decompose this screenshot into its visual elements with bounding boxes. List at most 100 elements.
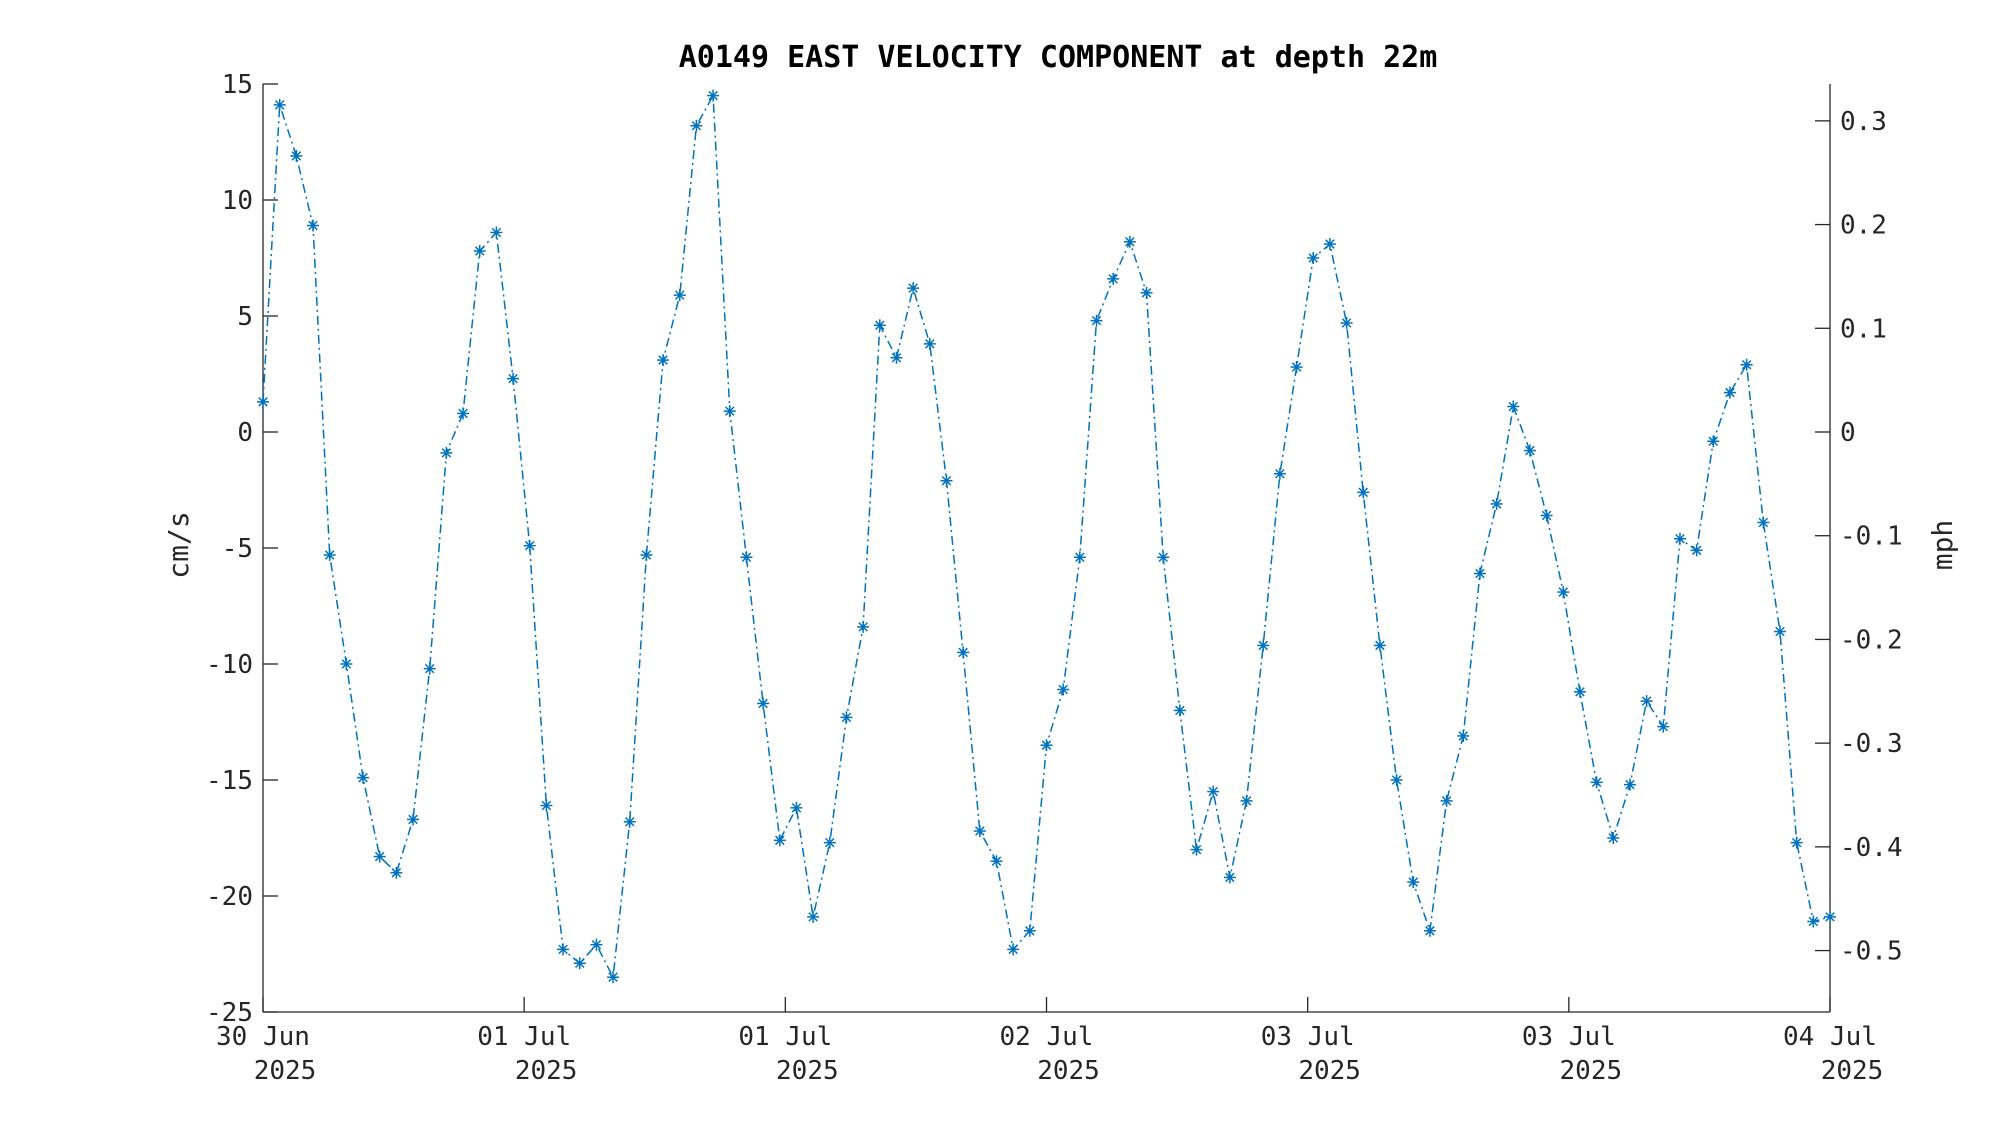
data-point-stroke bbox=[491, 227, 502, 238]
data-point-stroke bbox=[541, 800, 552, 811]
data-point bbox=[473, 245, 486, 258]
data-point bbox=[523, 539, 536, 552]
data-point-stroke bbox=[1391, 775, 1402, 785]
y2-tick-label: -0.4 bbox=[1840, 833, 1903, 863]
data-point-stroke bbox=[658, 355, 668, 365]
data-point-stroke bbox=[308, 220, 318, 231]
data-point-stroke bbox=[1075, 552, 1085, 563]
data-point bbox=[1273, 467, 1286, 480]
data-point bbox=[1140, 286, 1153, 299]
y-tick-label: -10 bbox=[206, 650, 253, 680]
data-point bbox=[873, 319, 886, 332]
data-point-stroke bbox=[324, 550, 335, 560]
data-point bbox=[1207, 785, 1220, 798]
data-point-stroke bbox=[941, 475, 952, 486]
data-point bbox=[1540, 509, 1553, 522]
data-point-stroke bbox=[1125, 236, 1135, 247]
data-point bbox=[357, 771, 370, 784]
data-point-stroke bbox=[1141, 288, 1152, 298]
data-point-stroke bbox=[1741, 359, 1752, 370]
data-point-stroke bbox=[1608, 833, 1619, 843]
data-point bbox=[923, 337, 936, 350]
data-point-stroke bbox=[1375, 640, 1385, 651]
data-point-stroke bbox=[808, 912, 818, 922]
y-tick-label: -15 bbox=[206, 766, 253, 796]
data-point-stroke bbox=[691, 120, 702, 131]
x-tick-label: 04 Jul bbox=[1783, 1022, 1877, 1052]
data-point bbox=[757, 697, 770, 710]
data-point-stroke bbox=[841, 712, 852, 723]
data-point-stroke bbox=[1041, 740, 1052, 750]
data-point bbox=[590, 938, 603, 951]
data-point bbox=[1523, 444, 1536, 457]
data-point-stroke bbox=[825, 837, 835, 848]
data-point-stroke bbox=[1175, 705, 1185, 716]
y-tick-label: 15 bbox=[222, 70, 253, 100]
data-point bbox=[407, 813, 420, 826]
data-point bbox=[1290, 361, 1303, 374]
data-point-stroke bbox=[758, 698, 768, 709]
data-point bbox=[290, 149, 303, 162]
data-point bbox=[973, 825, 986, 838]
data-point-stroke bbox=[858, 622, 868, 632]
data-point-stroke bbox=[1208, 786, 1218, 797]
data-point-stroke bbox=[341, 659, 352, 669]
y2-tick-label: 0.3 bbox=[1840, 107, 1887, 137]
data-point bbox=[340, 658, 353, 670]
data-point bbox=[1057, 683, 1070, 696]
data-point-stroke bbox=[1658, 721, 1669, 732]
data-point bbox=[1440, 794, 1453, 807]
data-point-stroke bbox=[925, 339, 935, 349]
y-axis-ticks: 15 10 5 0 -5 -10 -15 -20 -25 bbox=[206, 70, 278, 1028]
data-point-stroke bbox=[608, 972, 618, 982]
data-point-stroke bbox=[1591, 777, 1602, 788]
y2-axis-label: mph bbox=[1926, 520, 1959, 571]
x-tick-year-label: 2025 bbox=[1298, 1056, 1361, 1086]
data-point-stroke bbox=[591, 939, 602, 950]
data-point-stroke bbox=[1825, 912, 1835, 922]
data-point bbox=[707, 89, 720, 102]
data-point bbox=[857, 620, 870, 633]
data-point-stroke bbox=[1525, 445, 1535, 456]
data-point-stroke bbox=[1541, 510, 1552, 521]
data-point-stroke bbox=[1058, 684, 1068, 695]
data-point bbox=[1707, 435, 1720, 448]
data-point bbox=[1340, 316, 1353, 329]
data-point bbox=[690, 119, 703, 132]
x-tick-year-label: 2025 bbox=[1821, 1056, 1884, 1086]
data-point-stroke bbox=[524, 540, 535, 551]
data-point bbox=[990, 855, 1003, 868]
data-point bbox=[1557, 586, 1570, 599]
data-point bbox=[890, 351, 903, 364]
data-point bbox=[1073, 551, 1086, 564]
data-point-stroke bbox=[958, 647, 968, 658]
data-point bbox=[1257, 639, 1270, 652]
data-point bbox=[740, 551, 753, 564]
data-point bbox=[1590, 776, 1603, 789]
data-point-stroke bbox=[741, 552, 752, 563]
data-point-stroke bbox=[891, 352, 902, 363]
data-point bbox=[540, 799, 553, 812]
data-point-stroke bbox=[1275, 468, 1285, 479]
data-point bbox=[1007, 943, 1020, 956]
data-point-stroke bbox=[1625, 779, 1635, 790]
y-tick-label: 0 bbox=[237, 418, 253, 448]
data-point bbox=[1323, 238, 1336, 251]
data-point bbox=[907, 282, 920, 295]
data-point-stroke bbox=[1158, 552, 1168, 563]
data-point bbox=[1357, 486, 1370, 499]
x-tick-label: 03 Jul bbox=[1261, 1022, 1355, 1052]
data-point-stroke bbox=[1708, 436, 1719, 447]
data-point-stroke bbox=[408, 814, 418, 825]
data-point-stroke bbox=[1025, 926, 1035, 936]
data-point bbox=[1407, 876, 1420, 889]
data-point-stroke bbox=[908, 283, 918, 293]
data-point bbox=[940, 474, 953, 487]
y-axis-label: cm/s bbox=[162, 511, 195, 578]
series-line bbox=[262, 92, 1831, 980]
data-point-stroke bbox=[708, 90, 718, 101]
x-tick-label: 03 Jul bbox=[1522, 1022, 1616, 1052]
y-tick-label: -20 bbox=[206, 882, 253, 912]
data-point bbox=[1223, 871, 1236, 884]
